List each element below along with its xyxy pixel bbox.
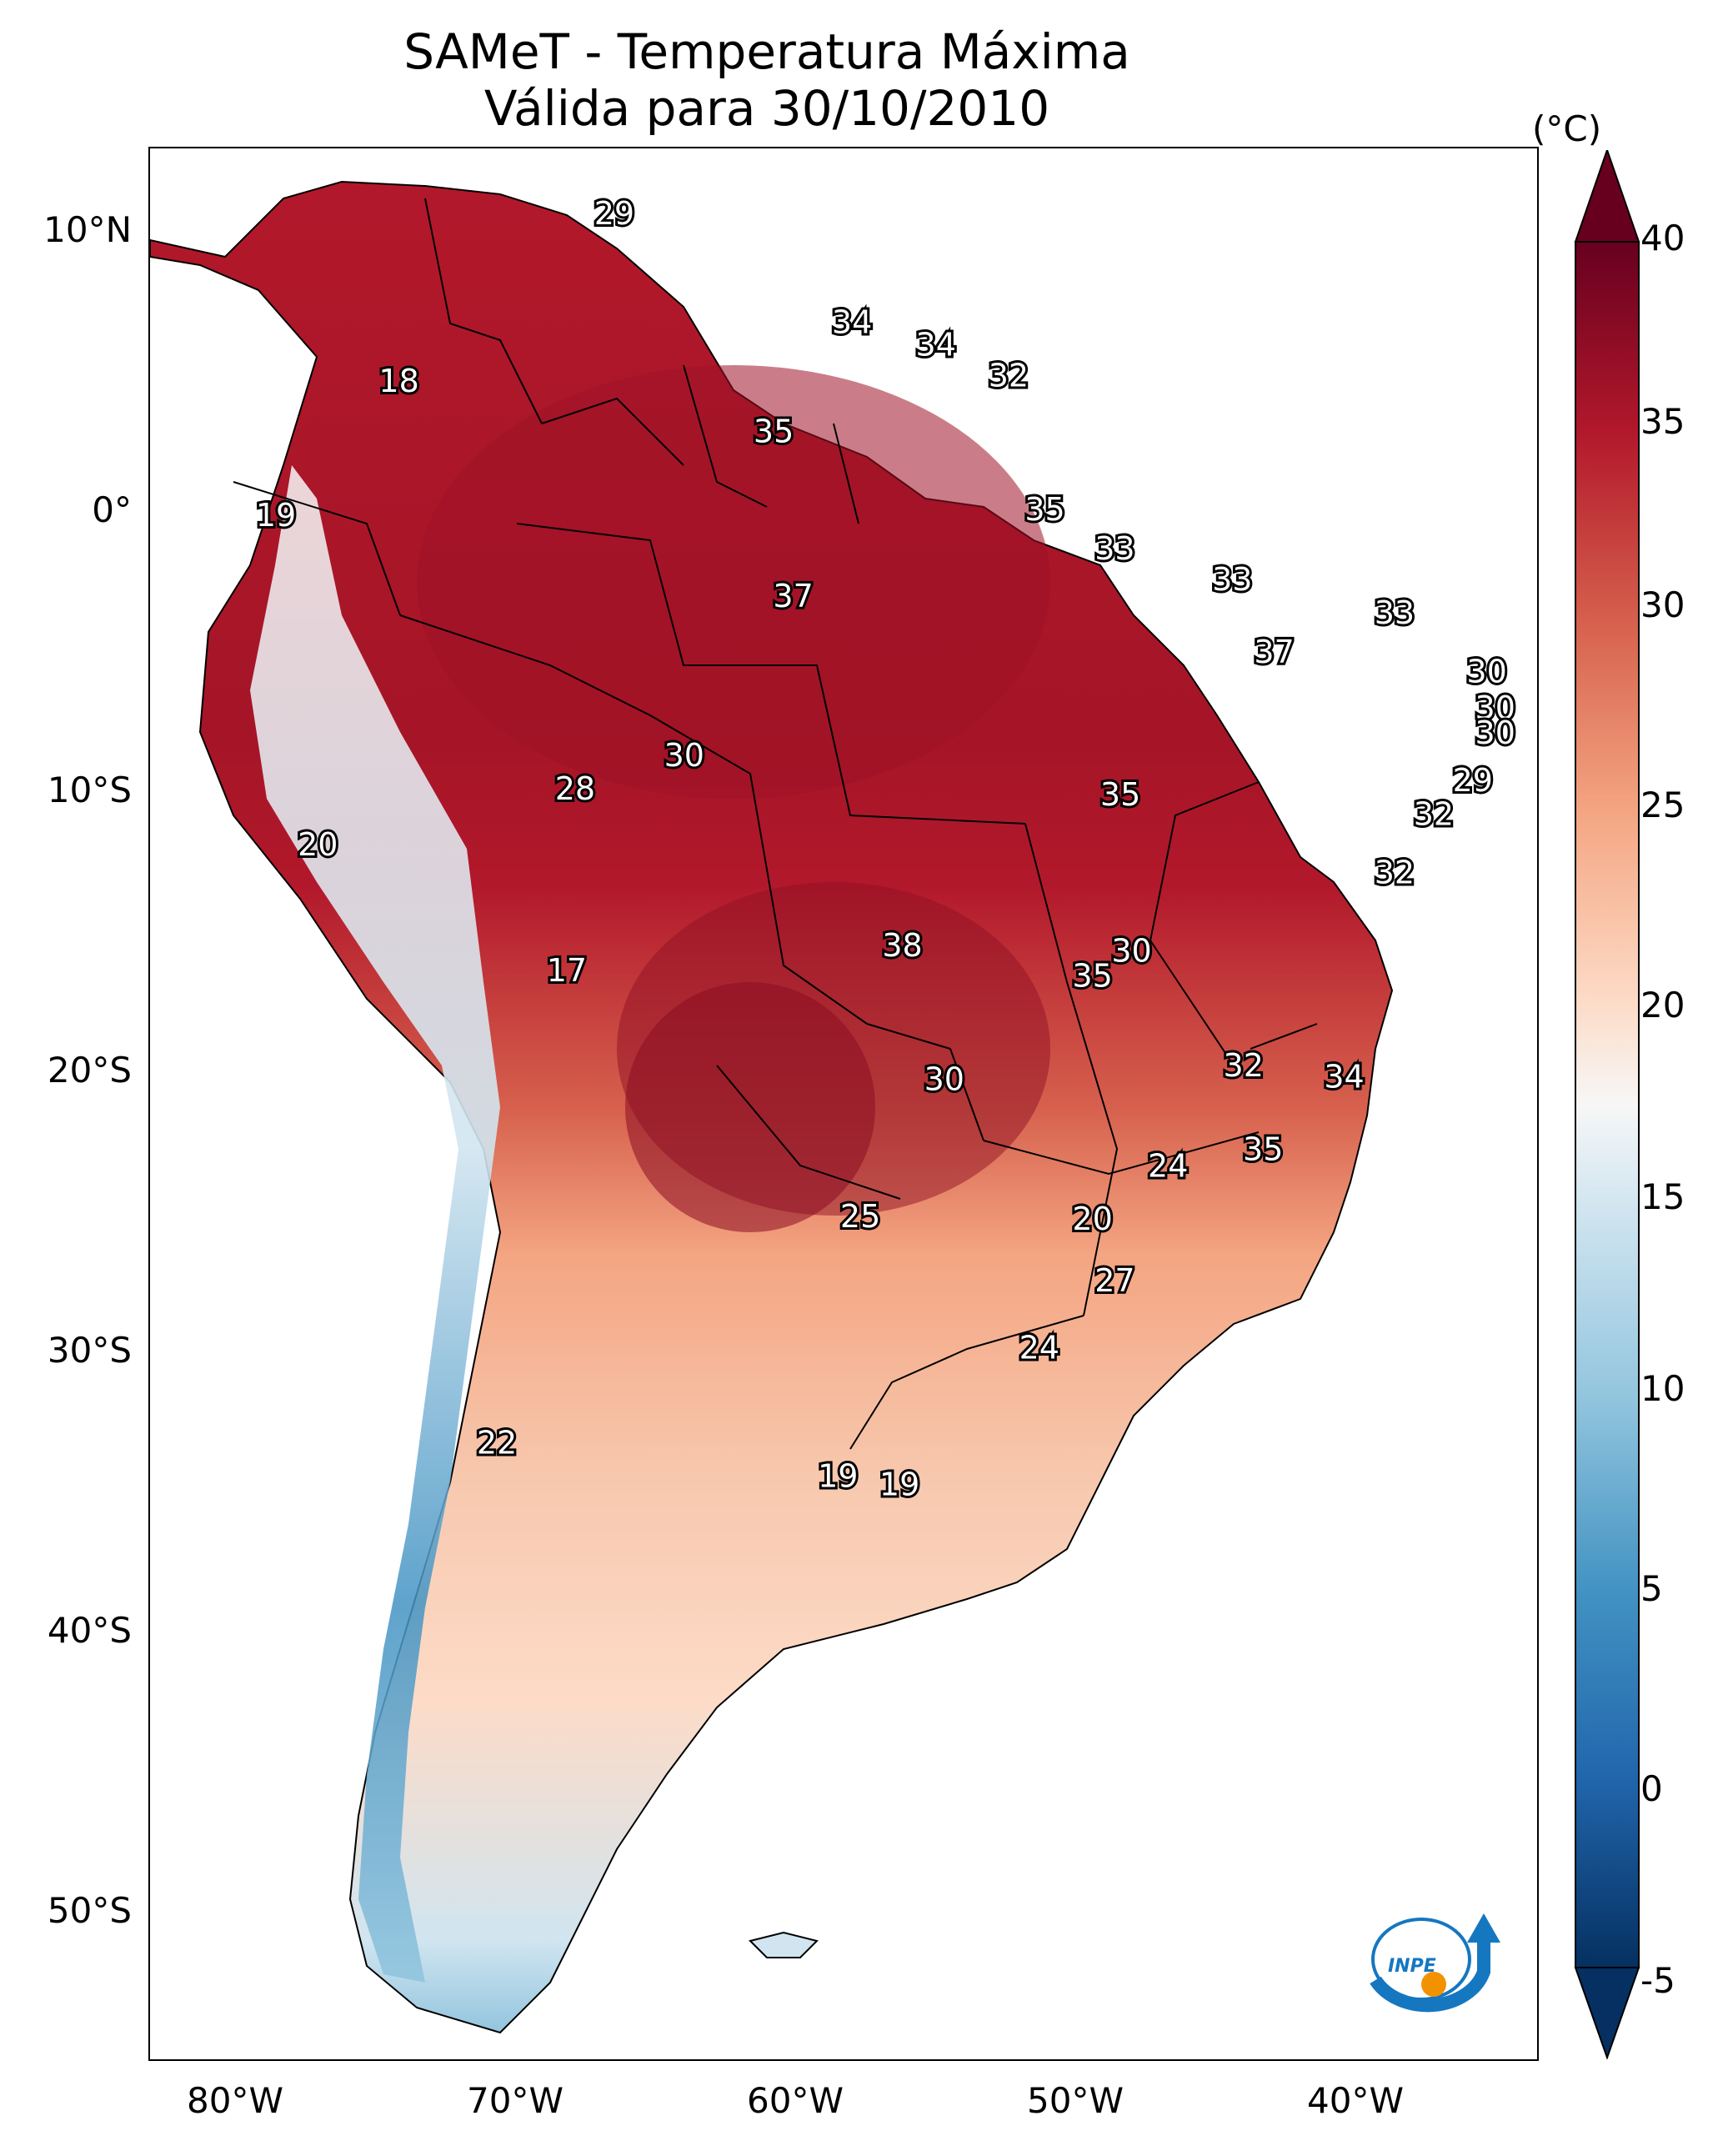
city-value-label: 38 (882, 927, 922, 964)
city-value-label: 37 (773, 578, 813, 614)
lon-label-50w: 50°W (1027, 2080, 1124, 2121)
colorbar-label-25: 25 (1640, 785, 1685, 825)
map-title-line2: Válida para 30/10/2010 (483, 80, 1050, 137)
colorbar-label-20: 20 (1640, 985, 1685, 1025)
lon-label-80w: 80°W (187, 2080, 283, 2121)
hot-region-amazon (417, 365, 1050, 799)
city-value-label: 35 (1024, 491, 1064, 528)
map-title-line1: SAMeT - Temperatura Máxima (403, 23, 1130, 80)
andes-cold-band (250, 465, 500, 1983)
city-value-label: 33 (1212, 561, 1252, 598)
city-value-label: 24 (1148, 1148, 1188, 1185)
colorbar-label-40: 40 (1640, 218, 1685, 258)
colorbar-body (1575, 241, 1640, 1968)
colorbar-top-triangle (1574, 150, 1640, 243)
city-value-label: 29 (594, 195, 634, 232)
colorbar-label-0: 0 (1640, 1768, 1663, 1809)
city-value-label: 33 (1094, 530, 1134, 567)
city-value-label: 19 (879, 1467, 919, 1503)
colorbar-label-10: 10 (1640, 1368, 1685, 1409)
lat-label-0: 0° (92, 489, 132, 530)
lon-label-40w: 40°W (1307, 2080, 1404, 2121)
lat-label-30s: 30°S (47, 1330, 132, 1371)
colorbar-label-35: 35 (1640, 401, 1685, 442)
lat-label-10s: 10°S (47, 770, 132, 810)
city-value-label: 33 (1375, 594, 1415, 631)
city-value-label: 32 (989, 357, 1029, 394)
city-value-label: 32 (1414, 795, 1454, 832)
hot-region-chaco (625, 982, 875, 1232)
map-panel[interactable]: 29 34 34 32 18 35 19 35 33 37 33 33 37 30 30 30 30 29 28 35… (148, 147, 1539, 2061)
logo-arrow-arc (1370, 1938, 1490, 2013)
city-value-label: 20 (1072, 1201, 1112, 1237)
city-value-label: 32 (1375, 855, 1415, 891)
city-value-label: 35 (1243, 1131, 1283, 1168)
city-value-label: 30 (1466, 654, 1506, 690)
logo-text: INPE (1388, 1956, 1436, 1977)
city-value-label: 22 (477, 1424, 517, 1461)
lat-label-20s: 20°S (47, 1050, 132, 1091)
logo-orange-dot (1421, 1972, 1446, 1997)
colorbar-label-30: 30 (1640, 584, 1685, 625)
lat-label-40s: 40°S (47, 1610, 132, 1651)
lat-label-50s: 50°S (47, 1890, 132, 1931)
city-value-label: 19 (818, 1458, 858, 1495)
city-value-label: 28 (555, 770, 595, 807)
city-value-label: 35 (754, 413, 794, 449)
city-value-label: 30 (1475, 689, 1515, 726)
city-value-label: 30 (924, 1061, 964, 1098)
logo-ring (1371, 1918, 1471, 2001)
city-value-label: 37 (1254, 634, 1294, 670)
city-value-label: 34 (832, 304, 872, 341)
city-value-label: 29 (1453, 762, 1493, 799)
city-value-label: 34 (916, 326, 956, 363)
colorbar (1574, 150, 1640, 2059)
city-value-label: 32 (1224, 1047, 1264, 1084)
city-value-label: 18 (378, 363, 418, 399)
city-value-label: 17 (547, 952, 587, 989)
logo-arrow-head (1467, 1913, 1500, 1943)
city-value-label: 35 (1072, 958, 1112, 995)
colorbar-label-5: 5 (1640, 1568, 1663, 1609)
city-value-label: 25 (840, 1198, 880, 1235)
colorbar-unit: (°C) (1532, 108, 1602, 149)
city-value-label: 30 (664, 737, 704, 774)
colorbar-label-15: 15 (1640, 1176, 1685, 1217)
city-value-label: 30 (1475, 714, 1515, 751)
city-value-label: 24 (1019, 1329, 1059, 1366)
colorbar-bottom-triangle (1574, 1967, 1640, 2059)
city-value-label: 30 (1111, 933, 1151, 970)
city-value-label: 35 (1100, 776, 1140, 813)
city-value-label: 27 (1094, 1262, 1134, 1299)
falkland-islands (749, 1931, 819, 1958)
city-value-label: 19 (256, 497, 296, 534)
lon-label-60w: 60°W (747, 2080, 844, 2121)
lat-label-10n: 10°N (43, 209, 132, 250)
city-value-label: 20 (298, 826, 338, 863)
city-value-label: 34 (1324, 1058, 1364, 1095)
colorbar-label-minus5: -5 (1640, 1960, 1675, 2001)
country-borders (233, 198, 1318, 1450)
lon-label-70w: 70°W (467, 2080, 563, 2121)
inpe-logo: INPE (1370, 1913, 1500, 2013)
